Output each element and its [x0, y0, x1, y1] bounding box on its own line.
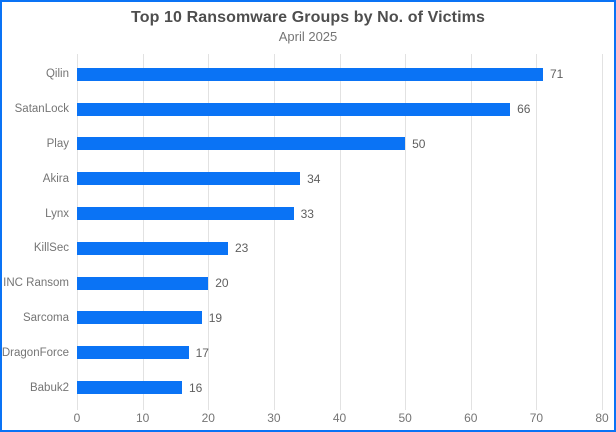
x-tick-label: 50 — [398, 411, 412, 425]
category-label: KillSec — [33, 242, 69, 255]
category-label: Sarcoma — [22, 311, 69, 324]
gridline — [602, 54, 603, 410]
bar — [77, 137, 406, 151]
value-label: 16 — [189, 380, 203, 395]
bar-row: KillSec 23 — [34, 231, 602, 265]
bar-row: SatanLock 66 — [15, 92, 602, 126]
bar-row: Sarcoma 19 — [23, 301, 602, 335]
gridline — [536, 54, 538, 410]
x-axis: 0 10 20 30 40 50 60 70 80 — [73, 411, 609, 427]
value-label: 33 — [300, 206, 314, 221]
gridline — [339, 54, 341, 410]
bar-rows: Qilin 71 SatanLock 66 Play 50 Akira 34 L… — [2, 57, 602, 405]
bar-row: DragonForce 17 — [2, 336, 602, 370]
value-label: 34 — [307, 171, 321, 186]
bar-row: INC Ransom 20 — [3, 266, 602, 300]
x-tick-label: 30 — [267, 411, 281, 425]
x-tick-label: 0 — [73, 411, 81, 425]
bar — [77, 172, 301, 186]
value-label: 50 — [412, 136, 426, 151]
bar-row: Babuk2 16 — [30, 371, 602, 405]
bar — [77, 67, 543, 81]
value-label: 20 — [215, 276, 229, 291]
plot-area: Qilin 71 SatanLock 66 Play 50 Akira 34 L… — [2, 54, 609, 425]
category-label: Lynx — [45, 207, 69, 220]
gridline — [77, 54, 78, 410]
category-label: Akira — [42, 172, 69, 185]
bar — [77, 381, 182, 395]
bar — [77, 346, 189, 360]
bar-row: Play 50 — [47, 127, 602, 161]
category-label: SatanLock — [14, 103, 69, 116]
category-label: DragonForce — [1, 346, 69, 359]
x-tick-label: 40 — [332, 411, 347, 425]
bar — [77, 102, 511, 116]
value-label: 71 — [549, 67, 564, 82]
value-label: 66 — [517, 102, 531, 117]
bar — [77, 207, 294, 221]
gridline — [405, 54, 407, 410]
value-label: 17 — [195, 345, 209, 360]
bar-row: Qilin 71 — [46, 57, 602, 91]
bar — [77, 311, 202, 325]
x-tick-label: 60 — [464, 411, 478, 425]
chart-subtitle: April 2025 — [278, 29, 338, 44]
gridline — [142, 54, 144, 410]
value-label: 23 — [234, 241, 249, 256]
bar-row: Akira 34 — [43, 162, 602, 196]
x-tick-label: 70 — [529, 411, 544, 425]
gridline — [273, 54, 275, 410]
x-tick-label: 80 — [595, 411, 609, 425]
category-label: Babuk2 — [29, 381, 69, 394]
chart-title: Top 10 Ransomware Groups by No. of Victi… — [131, 9, 485, 26]
bar — [77, 276, 209, 290]
category-label: Qilin — [45, 68, 69, 81]
bar — [77, 241, 228, 255]
bar-row: Lynx 33 — [45, 197, 602, 231]
category-label: Play — [46, 137, 69, 150]
category-label: INC Ransom — [3, 277, 69, 290]
gridline — [208, 54, 210, 410]
gridline — [470, 54, 472, 410]
value-label: 19 — [208, 310, 223, 325]
x-tick-label: 20 — [201, 411, 215, 425]
x-tick-label: 10 — [135, 411, 150, 425]
